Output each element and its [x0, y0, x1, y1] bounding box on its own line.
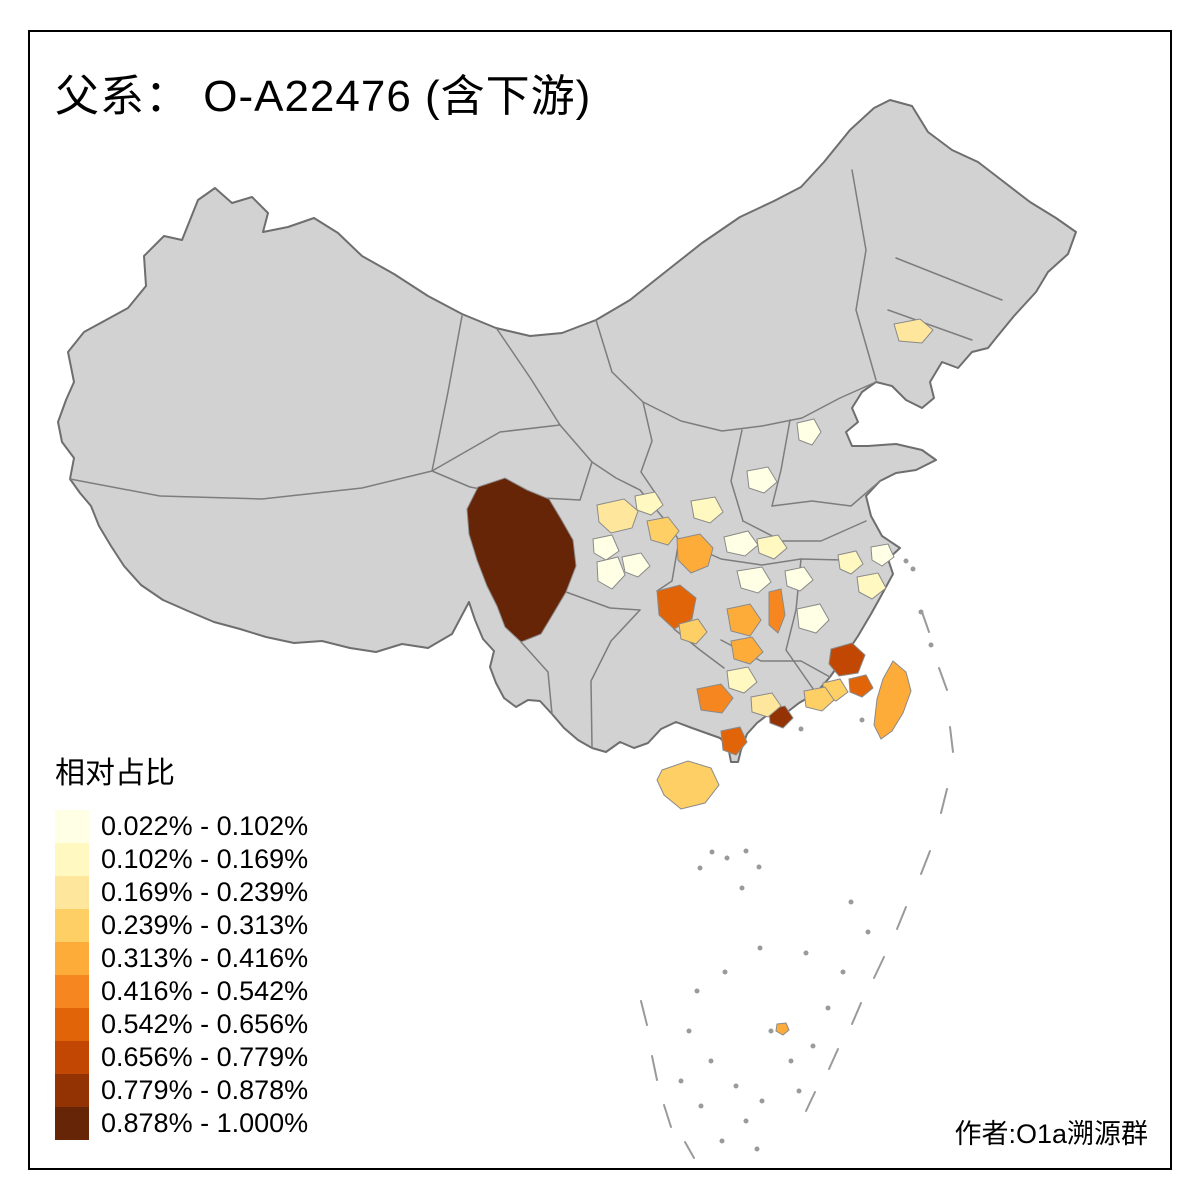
legend-row: 0.656% - 0.779%: [55, 1041, 308, 1074]
map-region-jiangxi-north-pale: [784, 566, 814, 592]
map-region-henan-pale: [746, 466, 778, 494]
map-region-shaanxi-south-pale: [690, 496, 724, 524]
map-region-hunan-pale: [736, 566, 772, 594]
map-region-gansu-east: [634, 491, 664, 516]
map-region-chengdu-pale: [596, 556, 626, 590]
legend-label: 0.102% - 0.169%: [101, 844, 309, 874]
map-region-gansu-south: [596, 498, 639, 534]
legend-label: 0.239% - 0.313%: [101, 910, 309, 940]
map-region-guizhou-dark: [656, 584, 697, 630]
map-region-fujian-coast-dark: [828, 642, 866, 677]
islands-and-dashes: [640, 558, 954, 1159]
map-region-shanghai-pale: [870, 543, 895, 567]
legend-row: 0.313% - 0.416%: [55, 942, 308, 975]
map-region-sichuan-small-pale: [621, 552, 651, 578]
legend-row: 0.169% - 0.239%: [55, 876, 308, 909]
legend-label: 0.878% - 1.000%: [101, 1108, 309, 1138]
legend-row: 0.102% - 0.169%: [55, 843, 308, 876]
map-region-taiwan: [873, 660, 912, 740]
colored-regions: [466, 318, 934, 1036]
map-region-guangxi-pale: [726, 666, 758, 694]
legend-label: 0.313% - 0.416%: [101, 943, 309, 973]
legend-swatch: [55, 1008, 89, 1041]
legend-row: 0.416% - 0.542%: [55, 975, 308, 1008]
map-region-guangdong-east: [803, 686, 835, 712]
page-title: 父系： O-A22476 (含下游): [55, 72, 592, 121]
legend-row: 0.239% - 0.313%: [55, 909, 308, 942]
legend-swatch: [55, 1074, 89, 1107]
legend-swatch: [55, 843, 89, 876]
map-region-hainan: [656, 760, 720, 810]
map-region-zhejiang-pale: [856, 572, 887, 600]
legend-label: 0.656% - 0.779%: [101, 1042, 309, 1072]
map-region-shaanxi-mid: [646, 516, 680, 546]
legend-swatch: [55, 810, 89, 843]
map-region-liaoning: [893, 318, 934, 344]
map-region-chongqing: [676, 533, 714, 574]
china-mainland-shape: [57, 99, 1077, 763]
legend-label: 0.022% - 0.102%: [101, 811, 309, 841]
map-region-scs-island-colored: [775, 1022, 790, 1036]
map-region-chengdu-west-pale: [592, 534, 620, 561]
map-region-guangxi-east: [696, 683, 734, 714]
legend-swatch: [55, 942, 89, 975]
legend-row: 0.542% - 0.656%: [55, 1008, 308, 1041]
legend-row: 0.878% - 1.000%: [55, 1107, 308, 1140]
legend-label: 0.169% - 0.239%: [101, 877, 309, 907]
legend: 相对占比 0.022% - 0.102% 0.102% - 0.169% 0.169…: [55, 748, 308, 1140]
legend-swatch: [55, 1041, 89, 1074]
map-region-beijing-pale: [796, 418, 822, 446]
legend-label: 0.416% - 0.542%: [101, 976, 309, 1006]
map-region-jiangxi-west-sliver: [768, 588, 786, 634]
legend-label: 0.542% - 0.656%: [101, 1009, 309, 1039]
legend-swatch: [55, 876, 89, 909]
map-region-ganzi-west-sichuan: [466, 477, 577, 643]
legend-row: 0.022% - 0.102%: [55, 810, 308, 843]
map-region-zhanjiang-dark: [720, 726, 748, 756]
map-region-hunan-west: [726, 603, 762, 637]
map-region-guangdong-mid: [750, 692, 782, 718]
map-region-hunan-south: [730, 636, 764, 665]
map-region-jiangxi-pale: [796, 603, 830, 634]
map-region-guizhou-south: [678, 618, 708, 645]
map-region-hubei-west-pale: [723, 530, 759, 557]
legend-swatch: [55, 909, 89, 942]
map-region-anhui-pale: [837, 550, 864, 575]
legend-swatch: [55, 1107, 89, 1140]
legend-swatch: [55, 975, 89, 1008]
map-region-fujian-south-dark: [848, 674, 874, 698]
legend-row: 0.779% - 0.878%: [55, 1074, 308, 1107]
legend-label: 0.779% - 0.878%: [101, 1075, 309, 1105]
legend-title: 相对占比: [55, 757, 175, 790]
attribution: 作者:O1a溯源群: [954, 1119, 1148, 1149]
legend-rows: 0.022% - 0.102% 0.102% - 0.169% 0.169% - 0…: [55, 810, 308, 1140]
map-region-hubei-east-pale: [756, 534, 788, 560]
